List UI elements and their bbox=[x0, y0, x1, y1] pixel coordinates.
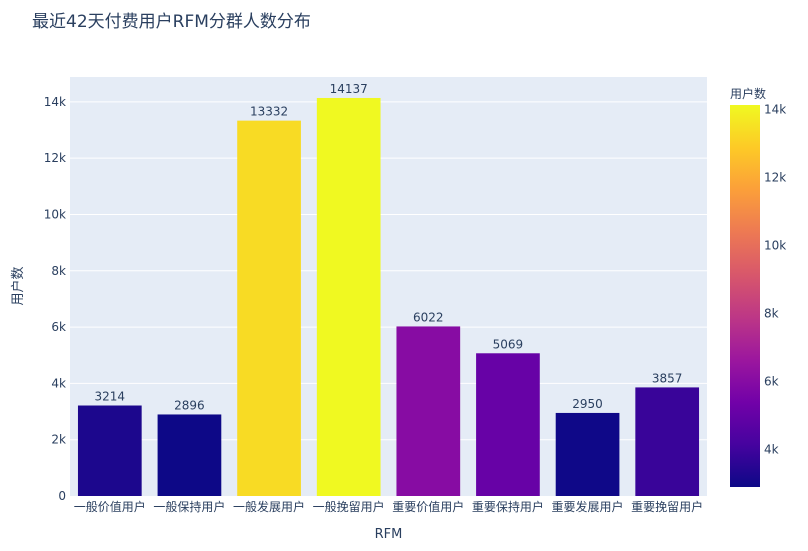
x-tick-label: 一般价值用户 bbox=[74, 499, 146, 514]
bar-value-label: 5069 bbox=[493, 337, 524, 351]
y-tick-label: 10k bbox=[44, 207, 66, 221]
colorbar-tick-label: 12k bbox=[764, 171, 786, 185]
colorbar-title: 用户数 bbox=[730, 86, 766, 101]
colorbar-tick-label: 10k bbox=[764, 239, 786, 253]
colorbar-tick-label: 6k bbox=[764, 375, 779, 389]
x-tick-label: 重要保持用户 bbox=[472, 499, 544, 514]
y-tick-label: 6k bbox=[51, 320, 66, 334]
bar-value-label: 14137 bbox=[330, 82, 368, 96]
x-tick-label: 一般发展用户 bbox=[233, 499, 305, 514]
bar bbox=[77, 405, 142, 496]
y-tick-label: 0 bbox=[58, 489, 66, 503]
colorbar: 用户数 4k 6k 8k 10k 12k 14k bbox=[730, 86, 786, 487]
colorbar-tick-label: 8k bbox=[764, 307, 779, 321]
x-tick-label: 重要挽留用户 bbox=[631, 499, 703, 514]
bar bbox=[316, 97, 381, 496]
x-tick-label: 重要价值用户 bbox=[392, 499, 464, 514]
y-tick-label: 4k bbox=[51, 376, 66, 390]
y-tick-label: 8k bbox=[51, 264, 66, 278]
bar-value-label: 2950 bbox=[572, 397, 603, 411]
bar-value-label: 3214 bbox=[95, 390, 126, 404]
bar bbox=[555, 412, 620, 496]
x-tick-label: 一般保持用户 bbox=[153, 499, 225, 514]
bar bbox=[157, 414, 222, 496]
bar-value-label: 6022 bbox=[413, 310, 444, 324]
bar bbox=[476, 353, 540, 496]
y-tick-label: 14k bbox=[44, 95, 66, 109]
chart-title: 最近42天付费用户RFM分群人数分布 bbox=[32, 12, 311, 32]
bar-value-label: 3857 bbox=[652, 371, 683, 385]
x-axis-title: RFM bbox=[375, 527, 403, 542]
plot-area: 0 2k 4k 6k 8k 10k 12k 14k 3214 一般价值用户 2896 一般保持用户 13… bbox=[44, 77, 707, 514]
y-tick-label: 2k bbox=[51, 433, 66, 447]
bar bbox=[396, 326, 461, 496]
bar-value-label: 13332 bbox=[250, 105, 288, 119]
colorbar-gradient bbox=[730, 105, 760, 487]
bar bbox=[237, 120, 301, 497]
colorbar-tick-label: 14k bbox=[764, 103, 786, 117]
x-tick-label: 一般挽留用户 bbox=[313, 499, 385, 514]
colorbar-tick-label: 4k bbox=[764, 442, 779, 456]
bar-value-label: 2896 bbox=[174, 398, 205, 412]
y-tick-label: 12k bbox=[44, 151, 66, 165]
bar bbox=[635, 387, 700, 496]
x-tick-label: 重要发展用户 bbox=[552, 499, 624, 514]
y-axis-title: 用户数 bbox=[10, 266, 26, 305]
